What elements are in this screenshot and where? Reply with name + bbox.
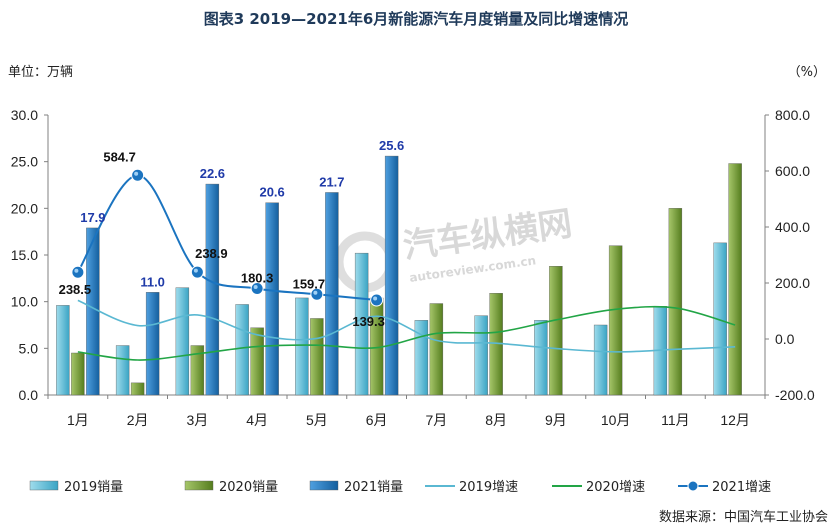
point-highlight: [253, 285, 258, 290]
data-label-2021-growth: 238.5: [59, 282, 92, 297]
source-note: 数据来源：中国汽车工业协会: [659, 509, 828, 525]
data-label-2021-sales: 25.6: [379, 138, 404, 153]
data-label-2021-growth: 584.7: [103, 149, 136, 164]
lines: [71, 168, 736, 361]
x-tick-label: 6月: [366, 412, 388, 428]
x-tick-label: 4月: [246, 412, 268, 428]
point-2021增速-3月: [190, 265, 204, 279]
x-tick-label: 2月: [127, 412, 149, 428]
point-highlight: [74, 268, 79, 273]
legend-swatch: [29, 480, 59, 491]
bar-2020销量-1月: [71, 352, 85, 396]
bar-2019销量-3月: [175, 287, 190, 396]
bar-2020销量-3月: [190, 345, 205, 396]
data-label-2021-growth: 159.7: [293, 276, 326, 291]
bar-2019销量-10月: [593, 324, 608, 396]
point-highlight: [134, 171, 139, 176]
data-label-2021-sales: 20.6: [259, 185, 284, 200]
bar-2020销量-9月: [549, 266, 563, 396]
x-tick-label: 10月: [601, 412, 631, 428]
bar-2021销量-6月: [384, 155, 399, 396]
bar-2021销量-2月: [145, 292, 160, 396]
y-tick-label: 30.0: [11, 107, 38, 123]
bar-2021销量-5月: [325, 192, 339, 396]
legend-swatch: [309, 480, 339, 491]
bar-2019销量-12月: [713, 242, 727, 396]
bar-2020销量-7月: [429, 303, 444, 396]
legend-swatch: [184, 480, 214, 491]
y2-tick-label: 200.0: [775, 275, 810, 291]
legend-label: 2021销量: [344, 480, 403, 495]
bar-2019销量-5月: [295, 297, 309, 396]
bars: [56, 155, 742, 396]
bar-2019销量-7月: [414, 320, 429, 396]
watermark-text: 汽车纵横网: [401, 204, 575, 267]
y-tick-label: 0.0: [19, 387, 39, 403]
data-label-2021-growth: 139.3: [352, 314, 385, 329]
chart-title: 图表3 2019—2021年6月新能源汽车月度销量及同比增速情况: [204, 10, 629, 28]
legend-label: 2019增速: [459, 480, 518, 495]
y2-tick-label: 400.0: [775, 219, 810, 235]
data-label-2021-sales: 17.9: [80, 210, 105, 225]
y-tick-label: 20.0: [11, 200, 38, 216]
bar-2021销量-3月: [205, 183, 220, 396]
y2-tick-label: 800.0: [775, 107, 810, 123]
y-axis-unit: 单位：万辆: [8, 65, 73, 80]
point-highlight: [193, 268, 198, 273]
legend-marker: [687, 480, 699, 492]
legend-label: 2020增速: [586, 480, 645, 495]
line-2019增速: [77, 299, 736, 353]
point-2021增速-6月: [370, 293, 384, 307]
axes: 0.0 5.0 10.0 15.0 20.0 25.0 30.0 -200.0 0.0 200.0…: [11, 107, 815, 428]
bar-2019销量-9月: [534, 320, 548, 396]
point-highlight: [373, 296, 378, 301]
bar-2020销量-11月: [668, 208, 683, 396]
y-tick-label: 15.0: [11, 247, 38, 263]
y-tick-label: 25.0: [11, 154, 38, 170]
x-tick-label: 1月: [67, 412, 89, 428]
data-labels: 17.9 11.0 22.6 20.6 21.7 25.6 238.5 584.7 238.9 1…: [59, 138, 405, 329]
legend-label: 2021增速: [712, 480, 771, 495]
bar-2021销量-4月: [265, 202, 279, 396]
point-2021增速-4月: [250, 282, 264, 296]
y-tick-label: 10.0: [11, 294, 38, 310]
y-tick-label: 5.0: [19, 340, 39, 356]
bar-2019销量-4月: [235, 304, 249, 396]
x-tick-label: 12月: [720, 412, 750, 428]
x-tick-label: 7月: [425, 412, 447, 428]
point-2021增速-1月: [71, 265, 85, 279]
bar-2019销量-8月: [474, 315, 488, 396]
bar-2019销量-2月: [115, 345, 130, 396]
data-label-2021-growth: 180.3: [241, 271, 274, 286]
data-label-2021-growth: 238.9: [195, 246, 228, 261]
bar-2019销量-1月: [56, 305, 70, 396]
data-label-2021-sales: 11.0: [140, 274, 165, 289]
bar-2020销量-12月: [728, 163, 742, 396]
bar-2020销量-10月: [608, 245, 623, 396]
point-highlight: [313, 290, 318, 295]
y2-tick-label: -200.0: [775, 387, 815, 403]
x-tick-label: 3月: [186, 412, 208, 428]
bar-2019销量-6月: [354, 252, 369, 396]
data-label-2021-sales: 22.6: [200, 166, 225, 181]
legend: 2019销量 2020销量 2021销量 2019增速 2020增速 2021增速: [29, 480, 771, 495]
x-tick-label: 8月: [485, 412, 507, 428]
legend-label: 2020销量: [219, 480, 278, 495]
line-2020增速: [77, 305, 736, 361]
x-tick-label: 5月: [306, 412, 328, 428]
point-2021增速-2月: [131, 168, 145, 182]
bar-2020销量-2月: [130, 382, 145, 396]
point-2021增速-5月: [310, 287, 324, 301]
y2-tick-label: 600.0: [775, 163, 810, 179]
data-label-2021-sales: 21.7: [319, 174, 344, 189]
x-tick-label: 11月: [661, 412, 690, 428]
legend-label: 2019销量: [64, 480, 123, 495]
x-tick-label: 9月: [545, 412, 567, 428]
y2-axis-unit: （%）: [788, 65, 826, 80]
bar-2020销量-5月: [310, 318, 324, 396]
bar-2020销量-4月: [250, 327, 264, 396]
y2-tick-label: 0.0: [775, 331, 795, 347]
